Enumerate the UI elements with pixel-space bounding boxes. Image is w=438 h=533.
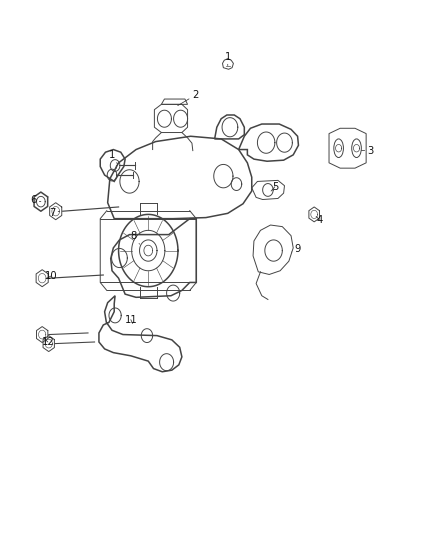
Text: 1: 1 [225, 52, 231, 66]
Text: 5: 5 [271, 182, 278, 192]
Text: 2: 2 [178, 90, 198, 106]
Text: 10: 10 [45, 271, 57, 281]
Text: 12: 12 [42, 337, 54, 347]
Text: 4: 4 [316, 215, 322, 225]
Text: 7: 7 [49, 208, 59, 219]
Text: 8: 8 [131, 231, 140, 244]
Text: 3: 3 [361, 146, 374, 156]
Text: 6: 6 [30, 195, 41, 205]
Text: 11: 11 [124, 314, 137, 325]
Text: 1: 1 [109, 150, 118, 165]
Text: 9: 9 [291, 245, 301, 254]
